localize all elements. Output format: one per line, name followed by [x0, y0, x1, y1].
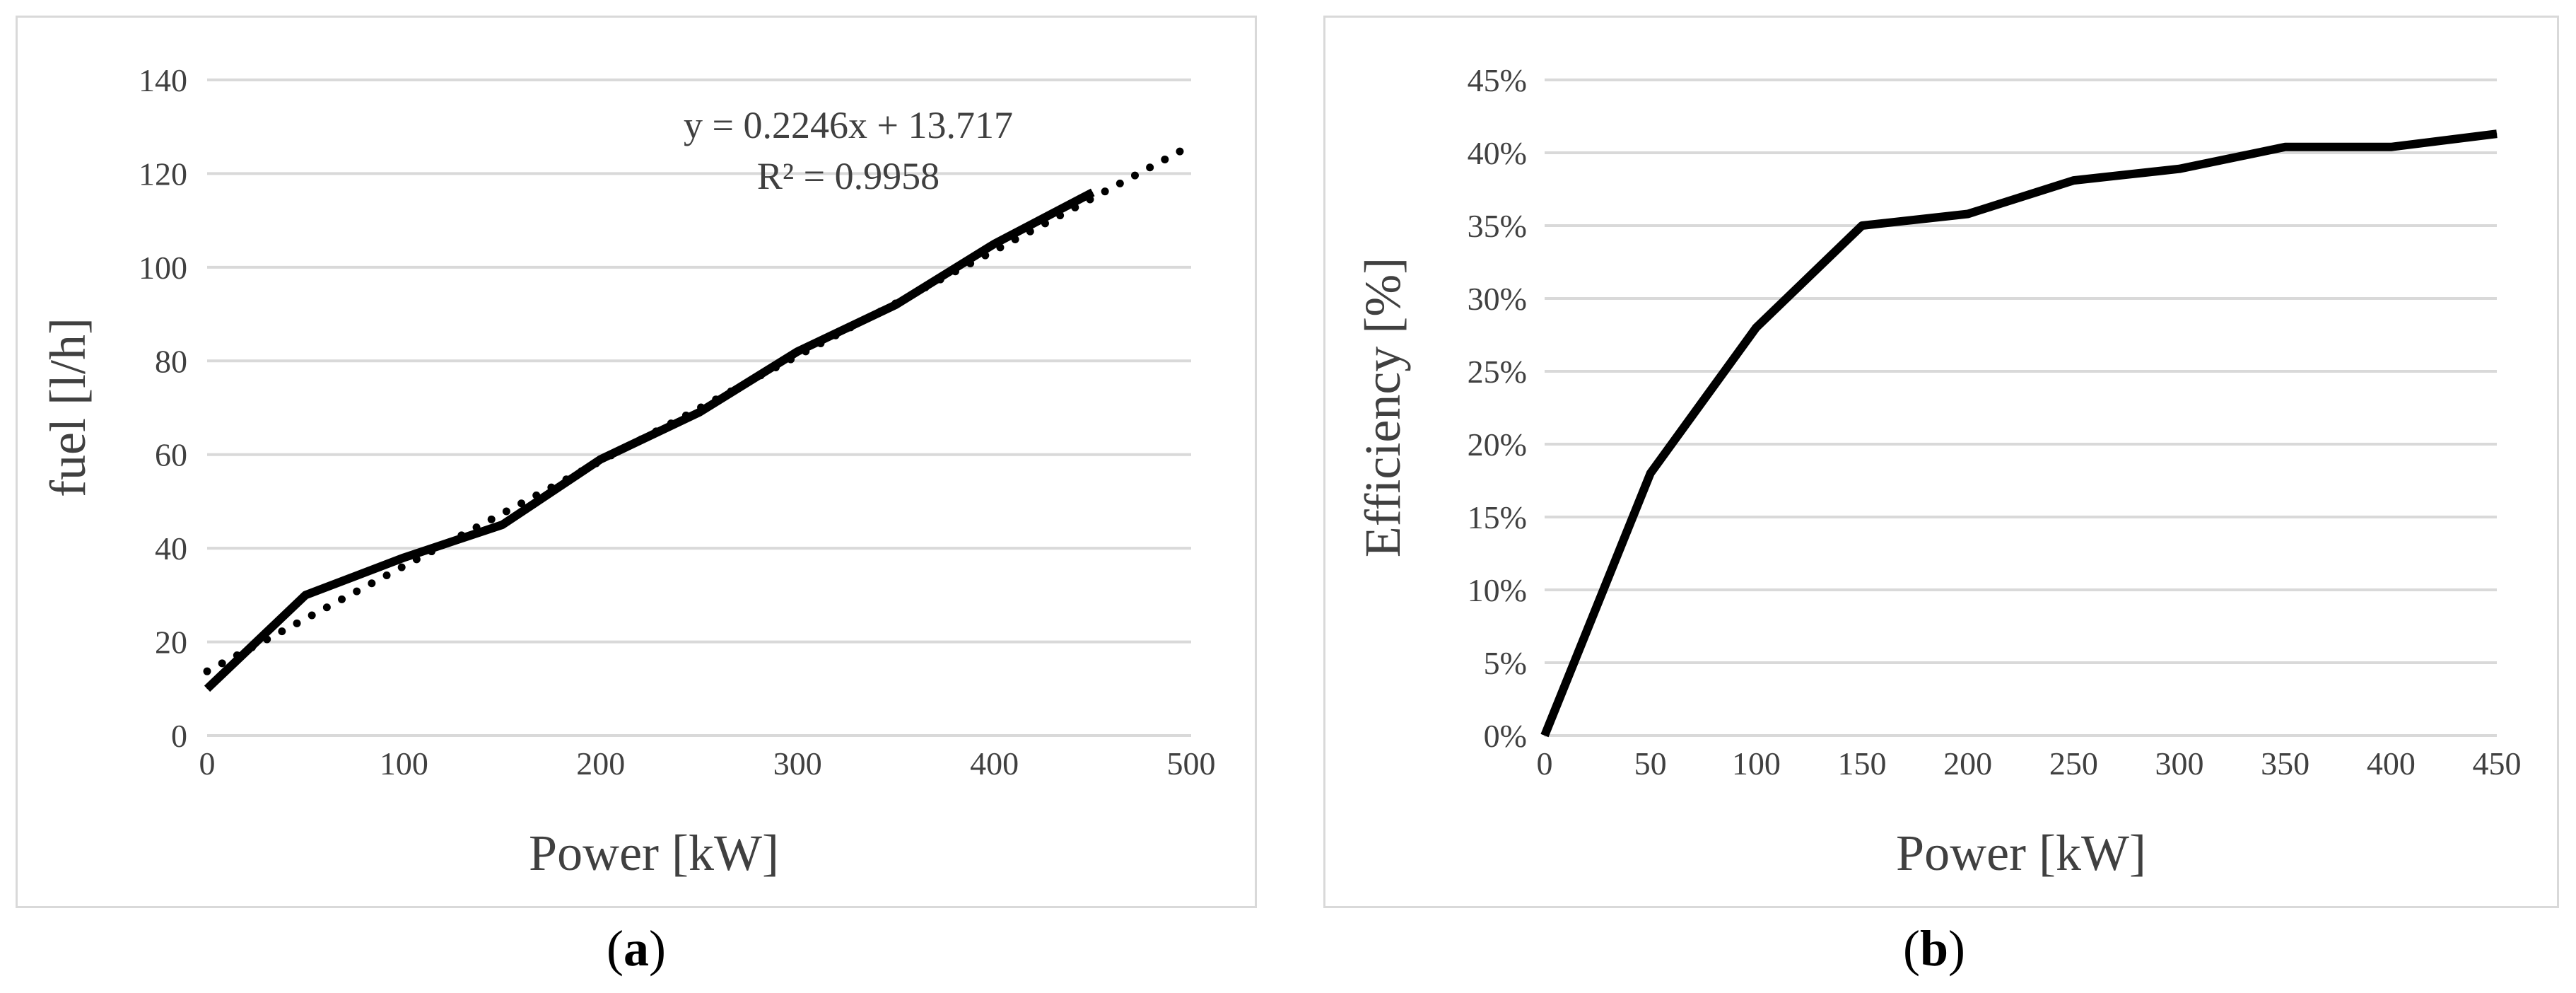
y-axis-label: fuel [l/h] — [40, 318, 96, 497]
y-tick-label: 100 — [139, 250, 187, 286]
x-tick-label: 450 — [2473, 745, 2522, 782]
trendline-equation: y = 0.2246x + 13.717 — [684, 104, 1013, 146]
y-tick-label: 20 — [155, 625, 187, 661]
data-point — [206, 688, 208, 690]
caption-b: (b) — [1903, 920, 1966, 977]
x-tick-label: 0 — [1537, 745, 1553, 782]
chart-panel-a: 0 20 40 60 80 100 120 140 0 100 200 300 400 500 Power … — [16, 16, 1257, 908]
trendline-equation: R² = 0.9958 — [757, 155, 939, 197]
data-point — [2073, 180, 2074, 181]
x-tick-label: 0 — [199, 745, 216, 782]
data-point — [994, 243, 995, 245]
y-tick-label: 0 — [171, 718, 187, 754]
x-tick-label: 400 — [2367, 745, 2416, 782]
x-tick-label: 400 — [970, 745, 1019, 782]
x-axis-label: Power [kW] — [529, 825, 779, 881]
trendline — [203, 146, 1185, 675]
caption-a-letter: a — [623, 920, 649, 977]
x-tick-label: 200 — [576, 745, 625, 782]
y-tick-label: 35% — [1468, 208, 1527, 244]
x-tick-label: 100 — [380, 745, 428, 782]
chart-a-canvas: 0 20 40 60 80 100 120 140 0 100 200 300 400 500 Power … — [40, 62, 1216, 881]
y-tick-label: 40 — [155, 530, 187, 567]
y-tick-label: 20% — [1468, 426, 1527, 463]
x-axis-label: Power [kW] — [1896, 825, 2146, 881]
series-line — [204, 188, 1095, 692]
x-tick-label: 200 — [1943, 745, 1992, 782]
y-tick-label: 40% — [1468, 135, 1527, 171]
x-tick-label: 300 — [773, 745, 822, 782]
data-point — [698, 412, 700, 413]
y-tick-label: 0% — [1484, 718, 1527, 754]
y-tick-label: 15% — [1468, 499, 1527, 535]
y-tick-label: 10% — [1468, 572, 1527, 608]
chart-panel-b: 0% 5% 10% 15% 20% 25% 30% 35% 40% 45% 0 50 100 150 200… — [1323, 16, 2559, 908]
y-tick-label: 120 — [139, 156, 187, 192]
x-tick-label: 100 — [1732, 745, 1781, 782]
y-tick-label: 45% — [1468, 62, 1527, 98]
y-tick-label: 25% — [1468, 354, 1527, 390]
x-tick-label: 350 — [2261, 745, 2309, 782]
y-tick-label: 60 — [155, 437, 187, 473]
data-point — [1650, 472, 1651, 474]
x-tick-label: 250 — [2049, 745, 2098, 782]
chart-b-canvas: 0% 5% 10% 15% 20% 25% 30% 35% 40% 45% 0 50 100 150 200… — [1354, 62, 2522, 881]
caption-b-letter: b — [1919, 920, 1949, 977]
series-line — [1540, 129, 2498, 738]
x-tick-label: 300 — [2155, 745, 2204, 782]
data-point — [600, 458, 602, 460]
data-point — [1755, 327, 1757, 328]
data-point — [305, 594, 306, 596]
data-point — [2179, 168, 2180, 170]
caption-a: (a) — [607, 920, 666, 977]
y-tick-label: 5% — [1484, 645, 1527, 681]
y-tick-label: 140 — [139, 62, 187, 98]
x-tick-label: 50 — [1634, 745, 1667, 782]
y-tick-label: 30% — [1468, 281, 1527, 317]
y-axis-label: Efficiency [%] — [1354, 257, 1411, 557]
y-tick-label: 80 — [155, 343, 187, 379]
x-tick-label: 150 — [1838, 745, 1887, 782]
x-tick-label: 500 — [1167, 745, 1216, 782]
